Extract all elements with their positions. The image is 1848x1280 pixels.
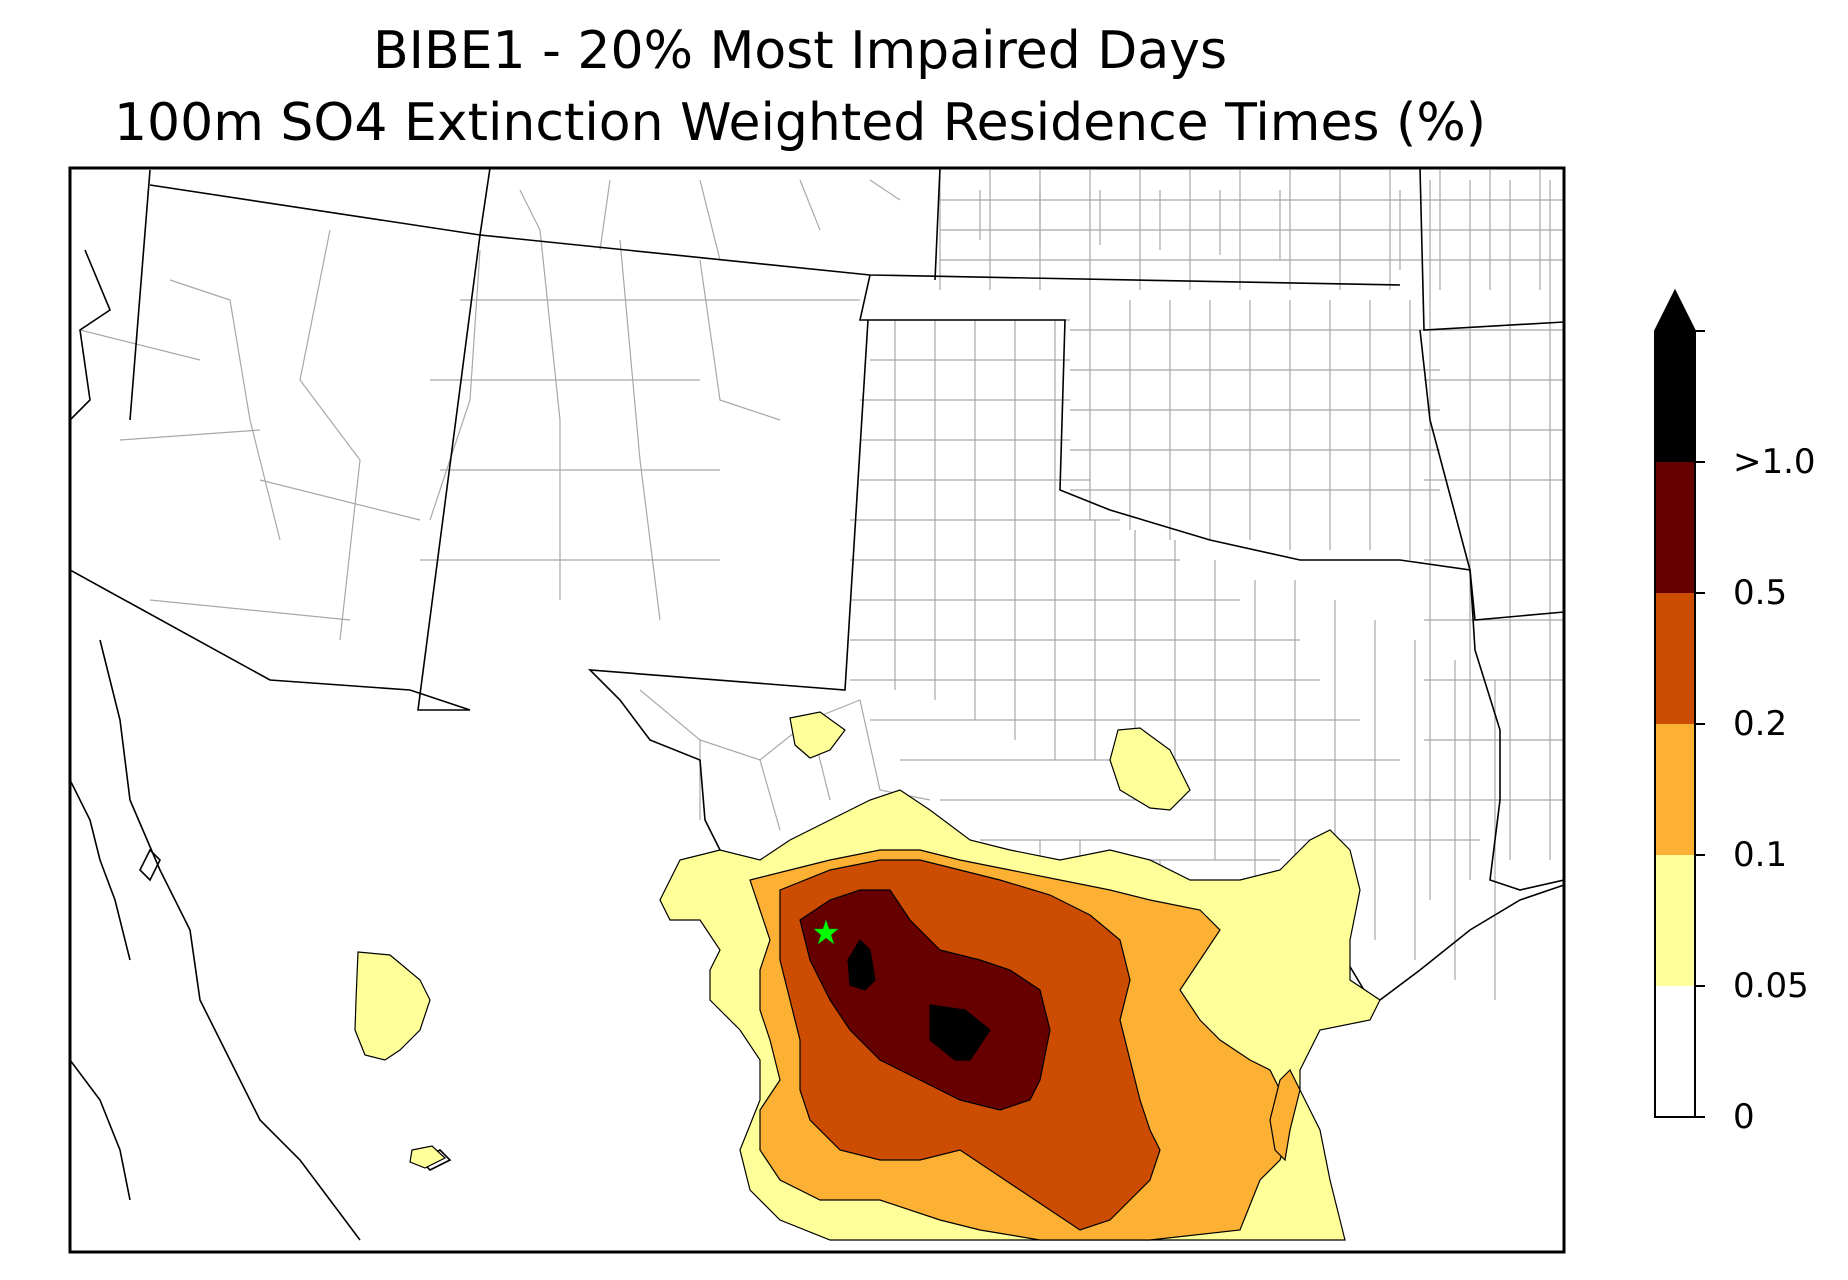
- chart-title-line2: 100m SO4 Extinction Weighted Residence T…: [113, 93, 1487, 153]
- colorbar-outline: [1654, 288, 1696, 1118]
- colorbar-tick-label: 0.2: [1733, 704, 1788, 744]
- colorbar: [1654, 288, 1705, 1118]
- contour-1.0-a: [847, 939, 876, 991]
- colorbar-segment-max: [1655, 331, 1695, 462]
- colorbar-extend-arrow: [1655, 291, 1695, 331]
- contour-fills: [354, 711, 1381, 1241]
- colorbar-segment-0.2: [1655, 593, 1695, 724]
- colorbar-tick-label: 0.05: [1733, 966, 1809, 1006]
- site-marker-star-icon: [813, 919, 839, 945]
- contour-0.05-isolated-4: [409, 1145, 447, 1169]
- contour-0.05-isolated-2: [789, 711, 846, 759]
- colorbar-tick-label: >1.0: [1733, 442, 1816, 482]
- contour-1.0-b: [929, 1004, 991, 1061]
- colorbar-tick-label: 0.5: [1733, 573, 1788, 613]
- contour-0.05-isolated-1: [354, 951, 431, 1061]
- colorbar-segment-0.1: [1655, 724, 1695, 855]
- colorbar-segment-0.5: [1655, 462, 1695, 593]
- colorbar-tick-label: 0.1: [1733, 835, 1788, 875]
- map-frame: [68, 166, 1566, 1254]
- county-boundaries: [79, 170, 1564, 1160]
- contour-0.05-isolated-3: [1109, 727, 1191, 811]
- colorbar-segment-0.05: [1655, 855, 1695, 986]
- chart-title-line1: BIBE1 - 20% Most Impaired Days: [372, 21, 1228, 81]
- contour-0.1-coast: [1269, 1068, 1301, 1162]
- colorbar-tick-label: 0: [1733, 1097, 1755, 1137]
- colorbar-segment-0: [1655, 986, 1695, 1117]
